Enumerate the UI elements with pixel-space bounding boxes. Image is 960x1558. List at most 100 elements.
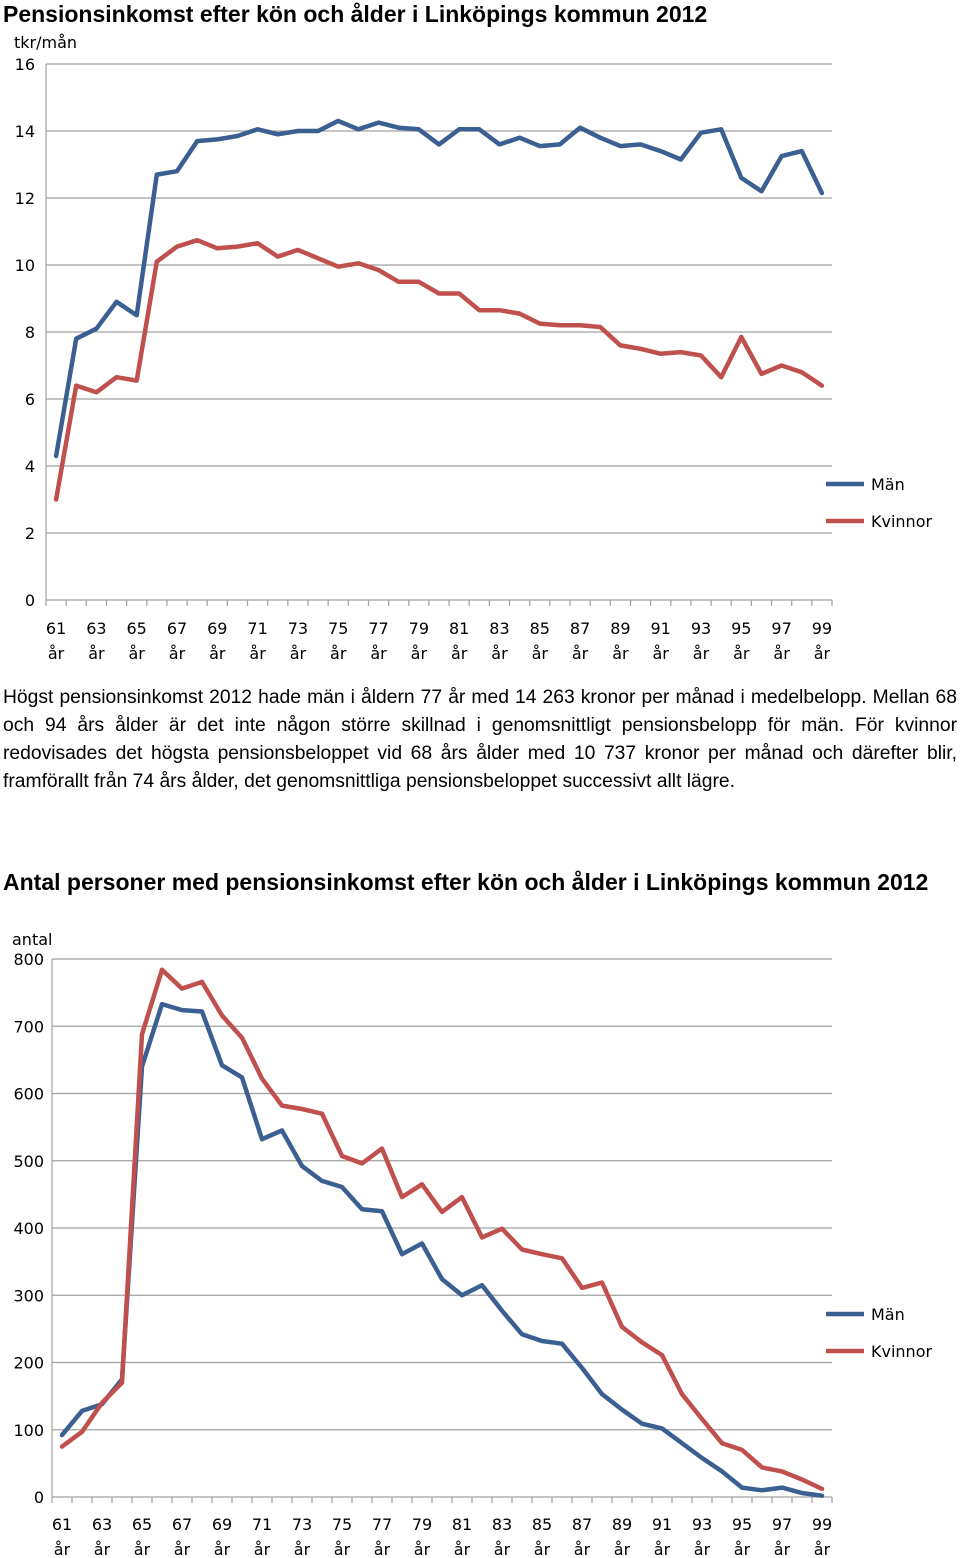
- x-tick-label: 77: [368, 619, 388, 638]
- chart2-x-ticks: 61 år 63 år 65 år 67 år 69 år 71 år 73 år 75 år 77 år 79 år…: [52, 1515, 832, 1558]
- y-tick-label: 200: [13, 1354, 44, 1373]
- y-tick-label: 8: [25, 323, 35, 342]
- legend-label: Kvinnor: [871, 512, 932, 531]
- x-tick-label: 93: [691, 619, 711, 638]
- x-tick-label: 71: [247, 619, 267, 638]
- x-tick-label: 73: [292, 1515, 312, 1534]
- chart2-unit-label: antal: [12, 930, 52, 949]
- chart2-gridlines: [51, 958, 833, 1503]
- x-tick-label: år: [773, 644, 790, 663]
- x-tick-label: år: [370, 644, 387, 663]
- x-tick-label: 93: [692, 1515, 712, 1534]
- x-tick-label: 65: [127, 619, 147, 638]
- x-tick-label: 95: [731, 619, 751, 638]
- x-tick-label: 83: [492, 1515, 512, 1534]
- x-tick-label: 63: [86, 619, 106, 638]
- x-tick-label: år: [209, 644, 226, 663]
- x-tick-label: 79: [412, 1515, 432, 1534]
- x-tick-label: år: [572, 644, 589, 663]
- chart2-y-ticks: 0 100 200 300 400 500 600 700 800: [13, 950, 44, 1507]
- x-tick-label: 65: [132, 1515, 152, 1534]
- x-tick-label: 63: [92, 1515, 112, 1534]
- x-tick-label: 71: [252, 1515, 272, 1534]
- x-tick-label: år: [254, 1540, 271, 1558]
- x-tick-label: år: [94, 1540, 111, 1558]
- x-tick-label: år: [414, 1540, 431, 1558]
- x-tick-label: år: [534, 1540, 551, 1558]
- x-tick-label: år: [814, 1540, 831, 1558]
- x-tick-label: år: [334, 1540, 351, 1558]
- x-tick-label: år: [128, 644, 145, 663]
- x-tick-label: år: [294, 1540, 311, 1558]
- y-tick-label: 4: [25, 457, 35, 476]
- x-tick-label: år: [174, 1540, 191, 1558]
- legend-label: Män: [871, 1305, 905, 1324]
- x-tick-label: år: [330, 644, 347, 663]
- x-tick-label: år: [532, 644, 549, 663]
- series-line: [53, 237, 825, 502]
- x-tick-label: år: [48, 644, 65, 663]
- x-tick-label: år: [612, 644, 629, 663]
- y-tick-label: 100: [13, 1421, 44, 1440]
- x-tick-label: år: [774, 1540, 791, 1558]
- x-tick-label: år: [290, 644, 307, 663]
- y-tick-label: 0: [25, 591, 35, 610]
- x-tick-label: 61: [46, 619, 66, 638]
- x-tick-label: år: [733, 644, 750, 663]
- y-tick-label: 800: [13, 950, 44, 969]
- x-tick-label: 69: [207, 619, 227, 638]
- x-tick-label: 77: [372, 1515, 392, 1534]
- chart2: antal 0 100 200 300 400 500 600 700 800 61 år 63 år…: [12, 930, 932, 1558]
- x-tick-label: år: [734, 1540, 751, 1558]
- chart1-title: Pensionsinkomst efter kön och ålder i Li…: [3, 1, 708, 27]
- series-line: [53, 118, 825, 459]
- x-tick-label: 73: [288, 619, 308, 638]
- series-line: [59, 1001, 825, 1498]
- y-tick-label: 6: [25, 390, 35, 409]
- chart1-series: [53, 118, 825, 502]
- x-tick-label: år: [491, 644, 508, 663]
- x-tick-label: 81: [449, 619, 469, 638]
- y-tick-label: 500: [13, 1152, 44, 1171]
- x-tick-label: år: [249, 644, 266, 663]
- y-tick-label: 16: [15, 55, 35, 74]
- chart2-series: [59, 967, 825, 1498]
- x-tick-label: år: [451, 644, 468, 663]
- y-tick-label: 400: [13, 1219, 44, 1238]
- legend-label: Kvinnor: [871, 1342, 932, 1361]
- series-line: [59, 967, 825, 1492]
- y-tick-label: 12: [15, 189, 35, 208]
- x-tick-label: 81: [452, 1515, 472, 1534]
- chart1-gridlines: [45, 63, 833, 606]
- x-tick-label: 75: [328, 619, 348, 638]
- x-tick-label: år: [134, 1540, 151, 1558]
- x-tick-label: 89: [610, 619, 630, 638]
- y-tick-label: 14: [15, 122, 35, 141]
- x-tick-label: år: [614, 1540, 631, 1558]
- x-tick-label: 67: [172, 1515, 192, 1534]
- x-tick-label: 99: [812, 1515, 832, 1534]
- x-tick-label: 85: [530, 619, 550, 638]
- x-tick-label: 67: [167, 619, 187, 638]
- x-tick-label: år: [652, 644, 669, 663]
- x-tick-label: 83: [489, 619, 509, 638]
- x-tick-label: 91: [651, 619, 671, 638]
- x-tick-label: 87: [572, 1515, 592, 1534]
- chart2-legend: Män Kvinnor: [826, 1305, 932, 1361]
- x-tick-label: år: [454, 1540, 471, 1558]
- legend-label: Män: [871, 475, 905, 494]
- x-tick-label: år: [694, 1540, 711, 1558]
- summary-paragraph: Högst pensionsinkomst 2012 hade män i ål…: [3, 687, 957, 792]
- chart1-y-ticks: 0 2 4 6 8 10 12 14 16: [15, 55, 35, 610]
- x-tick-label: 97: [772, 1515, 792, 1534]
- y-tick-label: 2: [25, 524, 35, 543]
- chart2-title: Antal personer med pensionsinkomst efter…: [3, 869, 929, 895]
- x-tick-label: år: [494, 1540, 511, 1558]
- x-tick-label: 75: [332, 1515, 352, 1534]
- y-tick-label: 300: [13, 1286, 44, 1305]
- x-tick-label: 69: [212, 1515, 232, 1534]
- x-tick-label: 85: [532, 1515, 552, 1534]
- x-tick-label: år: [411, 644, 428, 663]
- x-tick-label: år: [88, 644, 105, 663]
- chart1-x-ticks: 61 år 63 år 65 år 67 år 69 år 71 år 73 år 75 år 77 år 79 år…: [46, 619, 832, 663]
